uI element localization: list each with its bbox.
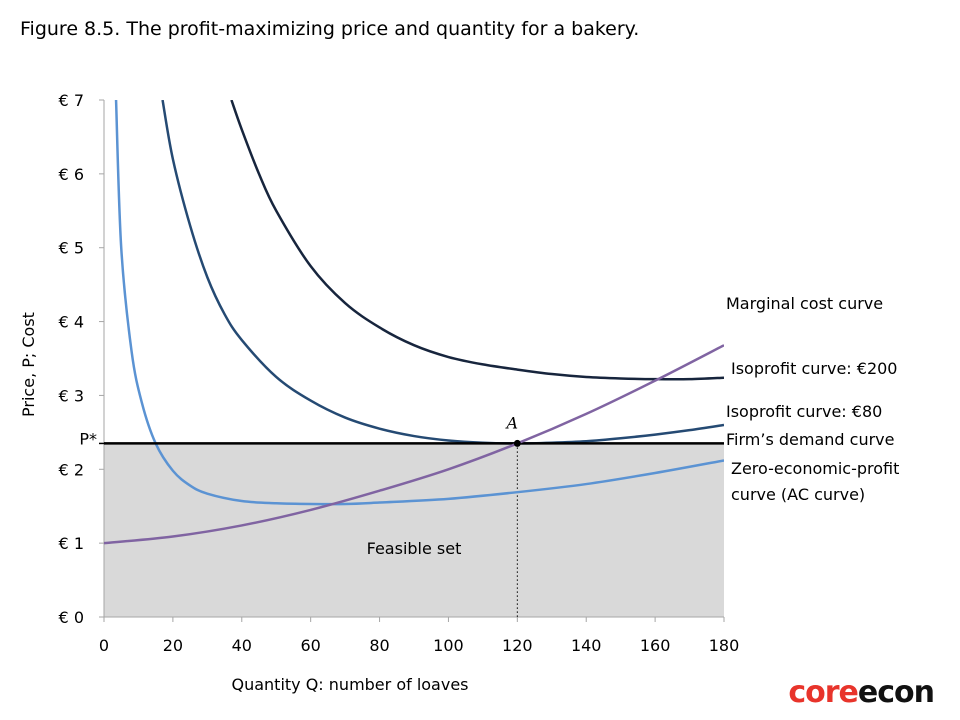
x-axis-ticks: 0 20 40 60 80 100 120 140 160 180 — [99, 617, 739, 655]
optimum-point — [513, 439, 521, 447]
curve-isoprofit-200 — [230, 100, 724, 381]
curve-label-ac: curve (AC curve) — [731, 485, 865, 504]
x-tick-label: 120 — [502, 636, 533, 655]
curve-label-isoprofit-80: Isoprofit curve: €80 — [726, 402, 882, 421]
x-tick-label: 140 — [571, 636, 602, 655]
y-axis-title: Price, P; Cost — [19, 312, 38, 417]
x-tick-label: 160 — [640, 636, 671, 655]
x-tick-label: 180 — [709, 636, 740, 655]
y-tick-label: € 6 — [59, 165, 84, 184]
y-tick-label: € 3 — [59, 386, 84, 405]
curve-label-ac: Zero-economic-profit — [731, 459, 899, 478]
y-tick-label: € 5 — [59, 239, 84, 258]
coreecon-logo: coreecon — [788, 675, 935, 710]
y-axis-ticks: € 0 € 1 € 2 € 3 € 4 € 5 € 6 € 7 — [59, 91, 104, 627]
x-tick-label: 80 — [369, 636, 389, 655]
x-axis-title: Quantity Q: number of loaves — [231, 675, 468, 694]
logo-part-core: core — [788, 675, 859, 710]
curve-isoprofit-80 — [161, 100, 724, 445]
feasible-set-label: Feasible set — [367, 539, 462, 558]
x-tick-label: 40 — [232, 636, 252, 655]
feasible-set-area — [104, 443, 724, 617]
curve-label-isoprofit-200: Isoprofit curve: €200 — [731, 359, 897, 378]
curve-label-marginal-cost: Marginal cost curve — [726, 294, 883, 313]
curve-ac — [114, 100, 724, 506]
curve-label-demand: Firm’s demand curve — [726, 430, 894, 449]
x-tick-label: 100 — [433, 636, 464, 655]
y-tick-label: € 4 — [59, 313, 84, 332]
x-tick-label: 60 — [300, 636, 320, 655]
x-tick-label: 0 — [99, 636, 109, 655]
optimum-label: A — [505, 413, 519, 432]
x-tick-label: 20 — [163, 636, 183, 655]
y-tick-label: € 2 — [59, 460, 84, 479]
y-tick-label: € 1 — [59, 534, 84, 553]
figure-title: Figure 8.5. The profit-maximizing price … — [20, 18, 640, 40]
logo-part-econ: econ — [857, 675, 935, 710]
pstar-label: P* — [79, 429, 97, 448]
y-tick-label: € 0 — [59, 608, 84, 627]
curve-marginal-cost — [104, 344, 724, 545]
y-tick-label: € 7 — [59, 91, 84, 110]
